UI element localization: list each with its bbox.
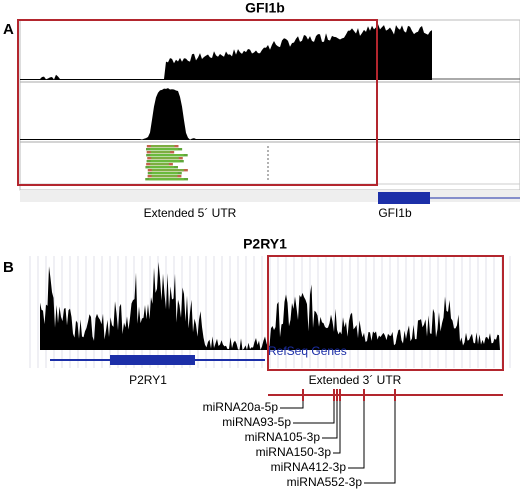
gene-track: [20, 190, 520, 202]
read: [150, 160, 180, 163]
connector: [333, 396, 341, 454]
mirna-label: miRNA412-3p: [271, 460, 347, 474]
read: [150, 163, 169, 166]
read: [150, 145, 175, 148]
read: [151, 169, 184, 172]
read: [151, 172, 178, 175]
read: [150, 154, 184, 157]
mirna-label: miRNA552-3p: [287, 475, 363, 489]
gene-exon: [378, 192, 430, 204]
highlight-box: [267, 255, 504, 371]
connector: [348, 396, 365, 469]
signal-group: [20, 24, 520, 181]
read: [150, 148, 179, 151]
gene-label: GFI1b: [378, 206, 412, 220]
connector: [280, 396, 304, 409]
mirna-label: miRNA20a-5p: [203, 400, 279, 414]
signal-group: [29, 256, 511, 368]
panel-title: P2RY1: [243, 236, 287, 252]
mirna-label: miRNA93-5p: [222, 415, 291, 429]
gene-label: P2RY1: [129, 373, 167, 387]
panel-label: B: [3, 259, 14, 276]
connector: [293, 396, 335, 424]
panel-title: GFI1b: [245, 0, 285, 16]
read: [151, 157, 179, 160]
read: [150, 151, 171, 154]
gene-exon: [110, 355, 195, 365]
track-label: RefSeq Genes: [268, 344, 347, 358]
mirna-label: miRNA105-3p: [245, 430, 321, 444]
region-label: Extended 5´ UTR: [144, 206, 237, 220]
panel-label: A: [3, 21, 14, 38]
read: [151, 175, 178, 178]
mirna-label: miRNA150-3p: [256, 445, 332, 459]
signal-track: [20, 24, 432, 80]
highlight-box: [17, 19, 378, 186]
connector: [322, 396, 338, 439]
connector: [364, 396, 396, 484]
browser-frame: [19, 19, 520, 191]
read: [149, 166, 174, 169]
read: [149, 178, 185, 181]
region-label: Extended 3´ UTR: [309, 373, 402, 387]
signal-track: [40, 261, 500, 350]
mirna-group: miRNA20a-5pmiRNA93-5pmiRNA105-3pmiRNA150…: [203, 389, 396, 489]
